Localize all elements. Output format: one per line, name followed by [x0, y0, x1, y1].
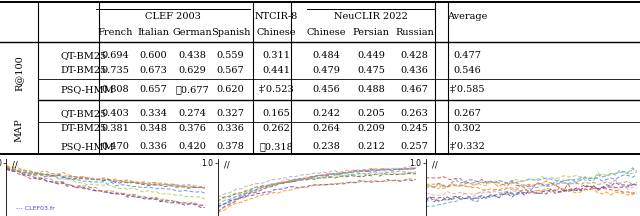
Text: MAP: MAP: [15, 118, 24, 142]
Text: 0.165: 0.165: [262, 109, 291, 118]
Text: 0.238: 0.238: [312, 142, 340, 151]
Text: 0.376: 0.376: [178, 124, 206, 133]
Text: 0.488: 0.488: [357, 85, 385, 94]
Text: 0.348: 0.348: [140, 124, 168, 133]
Text: 0.257: 0.257: [401, 142, 429, 151]
Text: 0.808: 0.808: [101, 85, 129, 94]
Text: 0.629: 0.629: [178, 66, 206, 75]
Text: 0.327: 0.327: [216, 109, 244, 118]
Text: DT-BM25: DT-BM25: [61, 124, 107, 133]
Text: Average: Average: [447, 12, 488, 21]
Text: 0.334: 0.334: [140, 109, 168, 118]
Text: 0.267: 0.267: [453, 109, 481, 118]
Text: 0.274: 0.274: [178, 109, 206, 118]
Text: 0.694: 0.694: [101, 51, 129, 60]
Text: CLEF 2003: CLEF 2003: [145, 12, 201, 21]
Text: 0.336: 0.336: [140, 142, 168, 151]
Text: --- CLEF03.fr: --- CLEF03.fr: [17, 206, 55, 211]
Text: 0.242: 0.242: [312, 109, 340, 118]
Text: 0.657: 0.657: [140, 85, 168, 94]
Text: 0.456: 0.456: [312, 85, 340, 94]
Text: 0.212: 0.212: [357, 142, 385, 151]
Text: 0.735: 0.735: [101, 66, 129, 75]
Text: 0.205: 0.205: [357, 109, 385, 118]
Text: 0.438: 0.438: [178, 51, 206, 60]
Text: DT-BM25: DT-BM25: [61, 66, 107, 75]
Text: QT-BM25: QT-BM25: [61, 109, 107, 118]
Text: 0.311: 0.311: [262, 51, 291, 60]
Text: 0.559: 0.559: [216, 51, 244, 60]
Text: 0.262: 0.262: [262, 124, 291, 133]
Text: 0.441: 0.441: [262, 66, 291, 75]
Text: 0.479: 0.479: [312, 66, 340, 75]
Text: //: //: [223, 160, 229, 170]
Text: 0.600: 0.600: [140, 51, 168, 60]
Text: PSQ-HMM: PSQ-HMM: [61, 85, 115, 94]
Text: 0.420: 0.420: [178, 142, 206, 151]
Text: Russian: Russian: [396, 28, 434, 37]
Text: Chinese: Chinese: [307, 28, 346, 37]
Text: ‡’0.332: ‡’0.332: [449, 142, 485, 151]
Text: 0.263: 0.263: [401, 109, 429, 118]
Text: ⁧0.677: ⁧0.677: [175, 85, 209, 94]
Text: 0.428: 0.428: [401, 51, 429, 60]
Text: German: German: [172, 28, 212, 37]
Text: 0.245: 0.245: [401, 124, 429, 133]
Text: 0.567: 0.567: [216, 66, 244, 75]
Text: 0.449: 0.449: [357, 51, 385, 60]
Text: 0.381: 0.381: [101, 124, 129, 133]
Text: 0.470: 0.470: [101, 142, 129, 151]
Text: NTCIR-8: NTCIR-8: [255, 12, 298, 21]
Text: 0.302: 0.302: [453, 124, 481, 133]
Text: 0.436: 0.436: [401, 66, 429, 75]
Text: QT-BM25: QT-BM25: [61, 51, 107, 60]
Text: 0.477: 0.477: [453, 51, 481, 60]
Text: 0.620: 0.620: [216, 85, 244, 94]
Text: Persian: Persian: [353, 28, 390, 37]
Text: ⁧0.318: ⁧0.318: [260, 142, 293, 151]
Text: 0.673: 0.673: [140, 66, 168, 75]
Text: French: French: [97, 28, 133, 37]
Text: 0.264: 0.264: [312, 124, 340, 133]
Text: 0.475: 0.475: [357, 66, 385, 75]
Text: NeuCLIR 2022: NeuCLIR 2022: [333, 12, 408, 21]
Text: PSQ-HMM: PSQ-HMM: [61, 142, 115, 151]
Text: ‡’0.523: ‡’0.523: [259, 85, 294, 94]
Text: 0.467: 0.467: [401, 85, 429, 94]
Text: Spanish: Spanish: [211, 28, 250, 37]
Text: //: //: [12, 160, 18, 170]
Text: 0.484: 0.484: [312, 51, 340, 60]
Text: R@100: R@100: [15, 55, 24, 91]
Text: 0.378: 0.378: [216, 142, 244, 151]
Text: Chinese: Chinese: [257, 28, 296, 37]
Text: 0.403: 0.403: [101, 109, 129, 118]
Text: ‡’0.585: ‡’0.585: [449, 85, 485, 94]
Text: Italian: Italian: [138, 28, 170, 37]
Text: 0.546: 0.546: [453, 66, 481, 75]
Text: //: //: [432, 160, 438, 170]
Text: 0.209: 0.209: [357, 124, 385, 133]
Text: 0.336: 0.336: [216, 124, 244, 133]
